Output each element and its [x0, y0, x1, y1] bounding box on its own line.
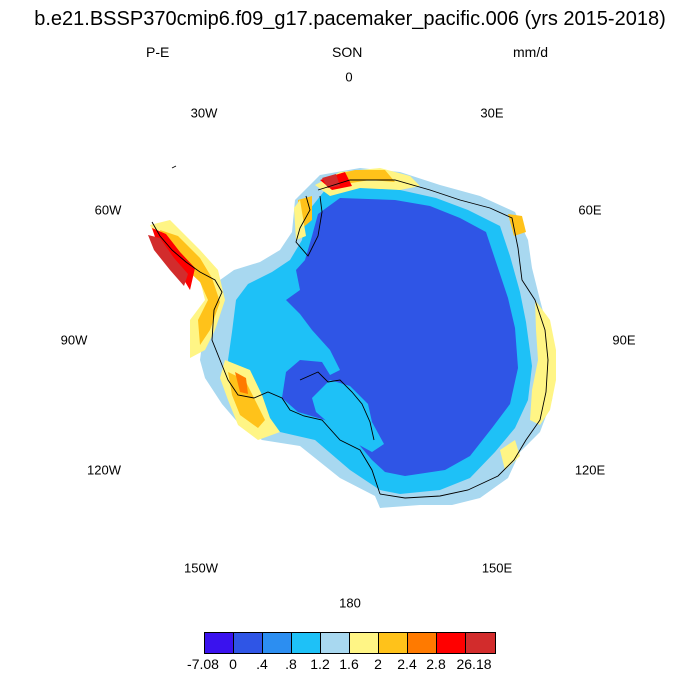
- coastline-east: [317, 179, 549, 499]
- amundsen-red: [235, 372, 248, 394]
- colorbar-tick-label: .8: [285, 656, 297, 672]
- colorbar-swatch: [263, 633, 292, 653]
- colorbar-tick-label: 2: [374, 656, 382, 672]
- colorbar: [204, 632, 496, 654]
- colorbar-swatch: [234, 633, 263, 653]
- colorbar-swatch: [350, 633, 379, 653]
- season-label: SON: [332, 44, 363, 60]
- pe-field: [200, 168, 556, 508]
- colorbar-swatch: [437, 633, 466, 653]
- colorbar-tick-label: 26.18: [456, 656, 492, 672]
- colorbar-swatch: [205, 633, 234, 653]
- lon-label-60w: 60W: [94, 202, 122, 218]
- colorbar-tick-label: 0: [229, 656, 237, 672]
- colorbar-swatch: [408, 633, 437, 653]
- amundsen-orange: [228, 372, 265, 428]
- lon-label-60e: 60E: [578, 202, 602, 218]
- lon-label-30e: 30E: [480, 105, 504, 121]
- wilkes-yellow: [500, 440, 520, 470]
- lon-label-180: 180: [339, 595, 361, 611]
- colorbar-tick-label: .4: [256, 656, 268, 672]
- island-mark: [171, 165, 177, 169]
- lon-label-90e: 90E: [612, 332, 636, 348]
- lon-label-120w: 120W: [87, 462, 121, 478]
- east-coast-yellow: [530, 300, 556, 425]
- lon-label-120e: 120E: [574, 462, 606, 478]
- units-label: mm/d: [513, 44, 548, 60]
- lon-label-150w: 150W: [184, 560, 218, 576]
- lon-label-30w: 30W: [190, 105, 218, 121]
- ross-shelf-cyan: [312, 380, 384, 452]
- coastal-positive-bands: [148, 168, 556, 470]
- ross-ice-front: [299, 371, 375, 441]
- coastline-amery: [295, 195, 323, 257]
- peninsula-darkred: [148, 235, 188, 286]
- lon-label-90w: 90W: [60, 332, 88, 348]
- colorbar-swatch: [466, 633, 495, 653]
- coastline: [151, 165, 549, 499]
- colorbar-tick-label: 2.4: [397, 656, 417, 672]
- colorbar-swatch: [292, 633, 321, 653]
- coastline-west: [151, 221, 381, 495]
- colorbar-tick-label: 2.8: [426, 656, 446, 672]
- lon-label-150e: 150E: [481, 560, 513, 576]
- colorbar-swatch: [379, 633, 408, 653]
- peninsula-orange: [160, 230, 220, 345]
- colorbar-tick-label: 1.2: [310, 656, 330, 672]
- variable-label: P-E: [146, 44, 170, 60]
- lon-label-0: 0: [345, 69, 353, 85]
- colorbar-tick-label: -7.08: [187, 656, 219, 672]
- colorbar-tick-label: 1.6: [339, 656, 359, 672]
- plot-title: b.e21.BSSP370cmip6.f09_g17.pacemaker_pac…: [34, 8, 666, 30]
- amery-yellow: [294, 200, 306, 240]
- colorbar-swatch: [321, 633, 350, 653]
